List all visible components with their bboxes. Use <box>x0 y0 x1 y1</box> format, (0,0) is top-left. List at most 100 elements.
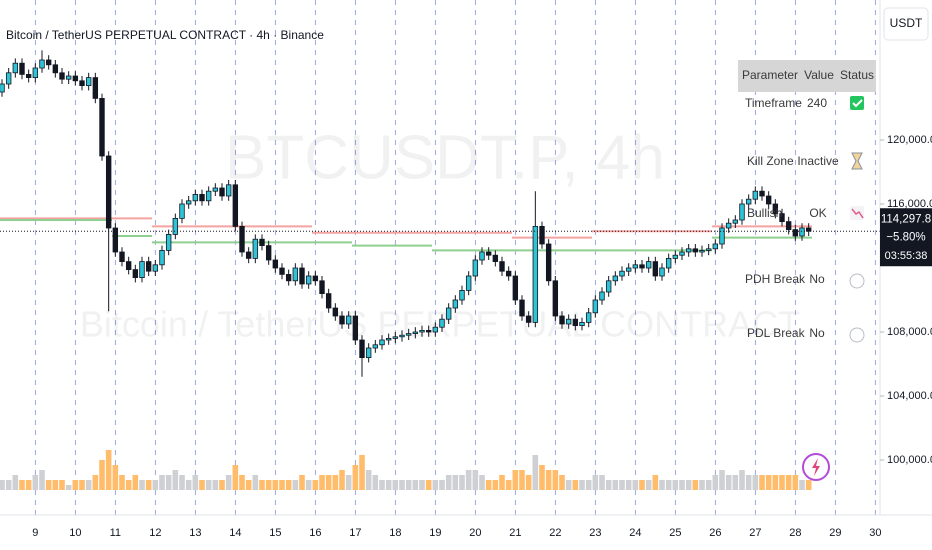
volume-bar <box>39 470 45 490</box>
candle-body <box>0 83 5 93</box>
x-tick-label: 11 <box>110 527 121 539</box>
volume-bar <box>92 475 99 490</box>
price-tag-box <box>880 208 932 267</box>
volume-bar <box>205 480 212 490</box>
volume-bar <box>459 475 465 490</box>
volume-bar <box>5 480 12 490</box>
candle-body <box>212 187 219 192</box>
volume-bar <box>699 480 705 490</box>
volume-bar <box>752 475 759 490</box>
candle-body <box>345 315 352 325</box>
x-tick-label: 17 <box>349 527 361 539</box>
candle-body <box>105 155 112 229</box>
x-tick-label: 19 <box>429 527 441 539</box>
volume-bar <box>65 485 72 490</box>
candle-body <box>672 254 679 259</box>
currency-button[interactable]: USDT <box>883 7 929 41</box>
candle-body <box>372 344 379 349</box>
candle-body <box>39 59 45 69</box>
volume-bar <box>519 470 525 490</box>
status-chart-icon <box>850 206 864 220</box>
candle-body <box>639 264 645 269</box>
candle-body <box>172 217 179 235</box>
y-tick-label: 100,000.0 <box>887 454 932 466</box>
candle-body <box>699 249 705 253</box>
candle-body <box>799 227 805 237</box>
candle-body <box>452 299 459 309</box>
candle-body <box>239 225 245 253</box>
candle-body <box>132 269 139 279</box>
currency-label[interactable]: USDT <box>890 16 923 30</box>
candle-body <box>719 227 725 245</box>
volume-bar <box>245 480 252 490</box>
volume-bar <box>492 480 499 490</box>
candle-body <box>412 331 419 334</box>
volume-bar <box>792 475 799 490</box>
volume-bar <box>532 455 539 490</box>
x-tick-label: 21 <box>509 527 521 539</box>
table-cell: Inactive <box>797 154 839 168</box>
candle-body <box>645 261 652 269</box>
candle-body <box>619 270 625 277</box>
price-tag-countdown: 03:55:38 <box>885 250 928 262</box>
volume-bar <box>585 480 592 490</box>
candle-body <box>85 77 92 86</box>
table-header: Parameter <box>742 68 798 82</box>
x-tick-label: 25 <box>669 527 681 539</box>
table-cell: Timeframe <box>745 96 802 110</box>
volume-bar <box>225 475 232 490</box>
volume-bar <box>112 465 119 490</box>
volume-bar <box>485 480 492 490</box>
candle-body <box>225 184 232 197</box>
volume-bar <box>45 480 52 490</box>
table-cell: PDL Break <box>747 326 806 340</box>
volume-bar <box>772 475 779 490</box>
volume-bar <box>799 480 805 490</box>
candle-body <box>179 203 185 219</box>
volume-bar <box>312 480 319 490</box>
candle-body <box>205 190 212 202</box>
alert-icon[interactable] <box>802 453 830 481</box>
candle-body <box>152 264 159 272</box>
status-check-icon <box>850 96 864 110</box>
candle-body <box>252 238 259 259</box>
volume-bar <box>359 455 365 490</box>
volume-bar <box>572 480 579 490</box>
candle-body <box>32 67 39 78</box>
candle-body <box>332 307 339 317</box>
candle-body <box>79 80 85 87</box>
candle-body <box>465 275 472 291</box>
volume-bar <box>685 480 692 490</box>
candle-body <box>685 248 692 253</box>
volume-bar <box>379 480 385 490</box>
volume-bar <box>152 480 159 490</box>
volume-bar <box>665 480 672 490</box>
volume-bar <box>692 480 699 490</box>
candle-body <box>725 222 732 229</box>
volume-bar <box>165 475 172 490</box>
candle-body <box>365 347 372 359</box>
volume-bar <box>765 475 772 490</box>
volume-bar <box>719 470 725 490</box>
candle-body <box>439 318 445 328</box>
volume-bar <box>565 480 572 490</box>
volume-bar <box>12 475 19 490</box>
candle-body <box>425 329 432 333</box>
table-cell: OK <box>809 206 826 220</box>
candle-body <box>52 64 59 74</box>
volume-bar <box>385 480 392 490</box>
volume-bar <box>785 475 792 490</box>
candle-body <box>265 245 272 261</box>
candle-body <box>145 261 152 272</box>
candle-body <box>312 275 319 282</box>
volume-bar <box>52 480 59 490</box>
candle-body <box>92 77 99 99</box>
volume-bar <box>439 480 445 490</box>
status-empty-icon <box>849 327 865 343</box>
volume-bar <box>259 480 265 490</box>
candle-body <box>445 307 452 320</box>
volume-bar <box>399 480 405 490</box>
x-tick-label: 14 <box>229 527 241 539</box>
